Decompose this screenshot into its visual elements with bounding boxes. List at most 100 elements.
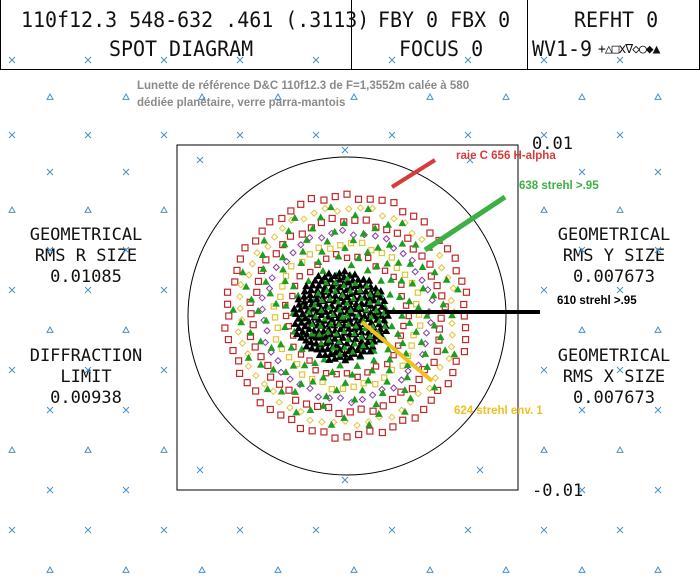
triangle-marker xyxy=(330,334,339,342)
square-marker xyxy=(253,288,261,296)
rms-r-label: GEOMETRICAL RMS R SIZE 0.01085 xyxy=(6,225,166,288)
annotation-656-text: raie C 656 H-alpha xyxy=(456,150,556,162)
triangle-marker xyxy=(394,258,403,266)
triangle-marker xyxy=(298,327,307,335)
cross-marker xyxy=(84,526,92,534)
triangle-marker xyxy=(373,307,380,313)
diamond-marker xyxy=(274,357,282,365)
triangle-marker xyxy=(344,335,352,342)
ref-height: REFHT 0 xyxy=(574,8,659,32)
triangle-marker xyxy=(301,321,310,330)
triangle-marker xyxy=(366,347,375,355)
triangle-marker xyxy=(292,408,301,416)
triangle-marker xyxy=(350,295,357,302)
triangle-marker xyxy=(408,279,417,287)
diamond-marker xyxy=(404,367,412,375)
cross-marker xyxy=(464,526,472,534)
triangle-marker xyxy=(358,386,367,394)
triangle-marker xyxy=(122,565,130,573)
diamond-marker xyxy=(435,251,444,260)
rms-x-label: GEOMETRICAL RMS X SIZE 0.007673 xyxy=(534,346,694,409)
triangle-marker xyxy=(301,313,310,322)
triangle-marker xyxy=(397,276,406,284)
cross-marker xyxy=(654,168,662,176)
triangle-marker xyxy=(308,377,317,385)
spot-pattern xyxy=(221,190,471,442)
triangle-marker xyxy=(313,345,322,353)
triangle-marker xyxy=(315,350,324,359)
triangle-marker xyxy=(332,386,341,394)
triangle-marker xyxy=(246,328,255,336)
triangle-marker xyxy=(287,343,296,351)
triangle-marker xyxy=(381,323,389,329)
square-marker xyxy=(254,277,263,285)
triangle-marker xyxy=(322,392,331,400)
triangle-marker xyxy=(314,258,323,265)
square-marker xyxy=(257,353,265,361)
triangle-marker xyxy=(359,342,367,349)
square-marker xyxy=(388,395,397,404)
diamond-marker xyxy=(306,234,314,242)
diamond-marker xyxy=(358,395,367,404)
triangle-marker xyxy=(353,345,362,354)
triangle-marker xyxy=(198,92,206,100)
square-marker xyxy=(277,411,285,419)
triangle-marker xyxy=(365,420,374,428)
triangle-marker xyxy=(242,282,251,290)
diamond-marker xyxy=(253,249,261,257)
triangle-marker xyxy=(281,277,290,285)
triangle-marker xyxy=(319,373,328,381)
triangle-marker xyxy=(344,346,353,355)
triangle-marker xyxy=(269,365,278,373)
diamond-marker xyxy=(248,260,257,268)
diamond-marker xyxy=(236,292,244,301)
triangle-marker xyxy=(323,312,333,320)
square-marker xyxy=(224,335,233,344)
diamond-marker xyxy=(289,249,297,257)
diamond-marker xyxy=(447,343,456,351)
annotation-610: 610 strehl >.95 xyxy=(557,295,637,307)
square-marker xyxy=(249,321,257,329)
triangle-marker xyxy=(334,252,343,260)
cross-marker xyxy=(540,286,548,294)
triangle-marker xyxy=(314,281,323,289)
cross-marker xyxy=(160,366,168,374)
triangle-marker xyxy=(259,264,268,272)
triangle-marker xyxy=(406,394,415,402)
square-marker xyxy=(415,375,423,384)
cross-marker xyxy=(654,406,662,414)
cross-marker xyxy=(466,156,474,164)
square-marker xyxy=(278,214,286,223)
cross-marker xyxy=(540,56,548,64)
cross-marker xyxy=(388,526,396,534)
square-marker xyxy=(325,403,333,412)
cross-marker xyxy=(464,56,472,64)
triangle-marker xyxy=(344,324,354,332)
square-marker xyxy=(322,370,330,377)
triangle-marker xyxy=(289,361,298,369)
square-marker xyxy=(381,267,389,274)
triangle-marker xyxy=(654,92,662,100)
triangle-marker xyxy=(412,327,421,335)
cross-marker xyxy=(388,56,396,64)
square-marker xyxy=(233,266,241,275)
diamond-marker xyxy=(310,209,318,217)
square-marker xyxy=(350,383,357,390)
triangle-marker xyxy=(291,309,301,317)
triangle-marker xyxy=(302,281,311,290)
diamond-marker xyxy=(314,393,323,401)
triangle-marker xyxy=(383,259,392,267)
triangle-marker xyxy=(302,235,311,243)
triangle-marker xyxy=(359,347,368,355)
diamond-marker xyxy=(234,328,243,336)
diamond-marker xyxy=(418,235,426,244)
caption-line-2: dédiée planétaire, verre parra-mantois xyxy=(137,97,346,109)
diamond-marker xyxy=(344,205,353,213)
triangle-marker xyxy=(370,356,378,364)
triangle-marker xyxy=(301,302,310,310)
triangle-marker xyxy=(578,92,586,100)
diff-value: 0.00938 xyxy=(50,388,122,408)
triangle-marker xyxy=(327,320,335,327)
triangle-marker xyxy=(375,409,383,417)
triangle-marker xyxy=(198,565,206,573)
